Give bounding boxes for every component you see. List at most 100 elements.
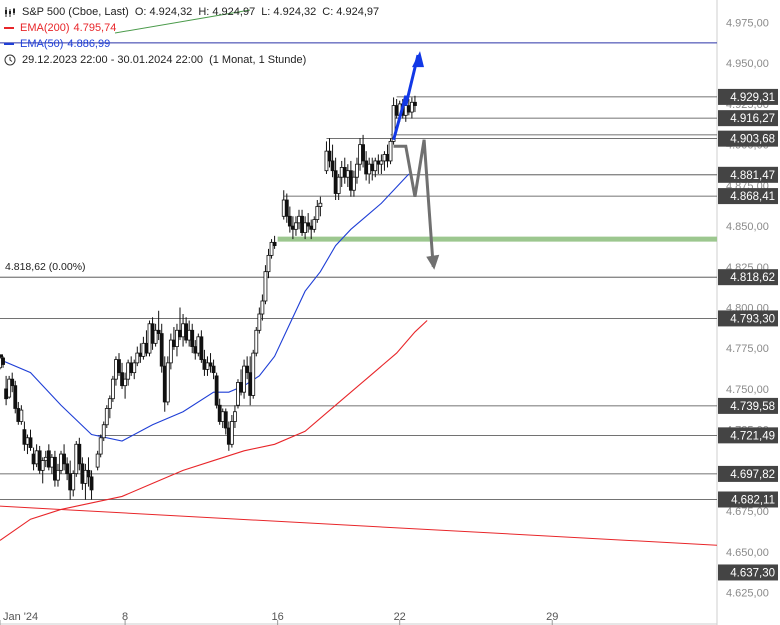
level-label: 4.929,31 [730, 92, 775, 104]
candle-body [330, 160, 335, 172]
candle-body [413, 101, 417, 106]
candle-body [242, 365, 246, 393]
candle-body [388, 140, 393, 162]
candle-body [291, 225, 295, 230]
candle-body [49, 456, 54, 468]
candle-body [86, 469, 91, 478]
candle-body [144, 342, 149, 354]
candle-body [181, 323, 185, 338]
candle-body [266, 254, 271, 273]
candle-body [309, 225, 314, 230]
candle-body [336, 176, 341, 194]
y-tick-label: 4.950,00 [726, 58, 769, 70]
candle-body [175, 329, 179, 347]
candle-body [126, 362, 131, 380]
candle-body [34, 450, 39, 465]
candle-body [147, 323, 152, 354]
candle-body [202, 359, 207, 370]
up-arrow-head [411, 51, 424, 68]
candle-body [141, 342, 146, 357]
candle-body [190, 329, 195, 347]
symbol-row: S&P 500 (Cboe, Last) O: 4.924,32 H: 4.92… [4, 4, 385, 20]
candle-body [260, 300, 265, 315]
close-value: C: 4.924,97 [322, 6, 380, 18]
ema200-row[interactable]: EMA(200) 4.795,74 [4, 20, 385, 36]
candle-body [13, 385, 18, 409]
ema200-value: 4.795,74 [73, 22, 117, 34]
level-label-box [718, 166, 778, 183]
candle-body [355, 163, 359, 178]
candle-body [324, 150, 329, 172]
level-label: 4.697,82 [730, 469, 775, 481]
level-label: 4.881,47 [730, 170, 775, 182]
down-arrow-head [426, 254, 440, 270]
candle-body [172, 339, 176, 347]
candle-body [245, 365, 250, 374]
x-tick-label: 16 [272, 611, 284, 623]
edge-marker [0, 354, 3, 358]
level-label: 4.903,68 [730, 134, 775, 146]
candle-body [43, 456, 48, 461]
candle-body [300, 215, 304, 233]
candle-body [178, 329, 182, 338]
candle-body [345, 170, 350, 178]
up-arrow-line [392, 54, 420, 141]
symbol-name: S&P 500 (Cboe, Last) [22, 6, 129, 18]
low-value: L: 4.924,32 [261, 6, 317, 18]
candle-body [16, 408, 21, 422]
x-tick-label: 8 [122, 611, 128, 623]
candle-body [342, 167, 347, 178]
level-label: 4.682,11 [731, 494, 775, 506]
candle-body [80, 463, 85, 484]
candle-body [98, 437, 103, 455]
x-tick-label: 22 [394, 611, 406, 623]
candle-body [162, 365, 167, 403]
candle-body [56, 469, 60, 481]
candle-body [327, 150, 332, 162]
candle-body [382, 154, 387, 162]
level-label-box [718, 88, 778, 105]
x-tick-label: Jan '24 [3, 611, 38, 623]
candle-body [370, 163, 375, 172]
candle-body [263, 271, 268, 302]
candle-body [40, 460, 45, 471]
level-label: 4.739,58 [730, 401, 775, 413]
level-label-box [718, 491, 778, 508]
candle-body [28, 437, 33, 448]
candle-body [129, 362, 134, 374]
candle-body [77, 443, 82, 465]
candle-body [95, 453, 100, 468]
ema50-swatch [4, 43, 14, 45]
candle-body [101, 424, 106, 439]
candle-body [168, 339, 173, 364]
candle-body [117, 359, 121, 374]
ema50-value: 4.886,99 [67, 38, 111, 50]
candle-body [114, 359, 118, 380]
ema200-line [0, 320, 428, 541]
y-tick-label: 4.975,00 [726, 18, 769, 30]
candle-body [367, 163, 372, 175]
candle-body [53, 456, 57, 481]
level-label: 4.818,62 [730, 272, 775, 284]
candle-body [409, 101, 414, 113]
y-tick-label: 4.650,00 [726, 547, 769, 559]
level-label: 4.868,41 [730, 191, 775, 203]
candle-body [150, 323, 155, 344]
candle-body [74, 443, 79, 475]
candle-body [196, 336, 201, 354]
candle-body [373, 160, 378, 172]
candle-body [1, 357, 5, 365]
candle-body [83, 469, 88, 484]
level-label: 4.721,49 [730, 430, 775, 442]
level-label: 4.637,30 [730, 567, 775, 579]
x-tick-label: 29 [546, 611, 558, 623]
candle-body [385, 154, 390, 162]
ema50-row[interactable]: EMA(50) 4.886,99 [4, 36, 385, 52]
candle-body [208, 362, 213, 367]
candle-body [364, 160, 369, 175]
candle-body [233, 411, 237, 422]
candle-body [297, 215, 301, 224]
candle-body [254, 329, 259, 354]
level-label-box [718, 269, 778, 286]
